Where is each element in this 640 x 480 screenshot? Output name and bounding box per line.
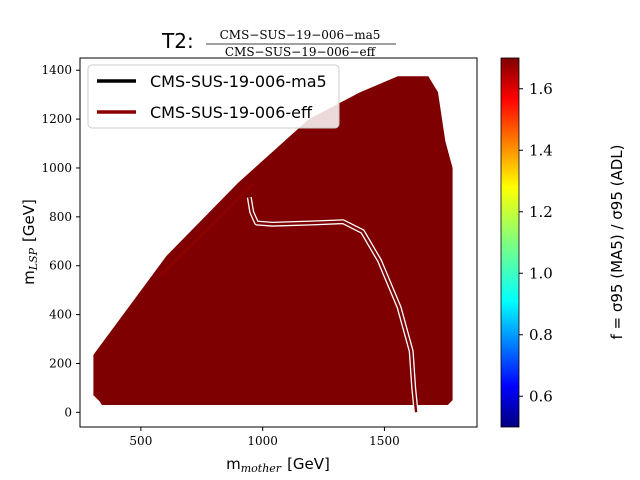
- colorbar-label: f = σ95 (MA5) / σ95 (ADL): [608, 144, 626, 339]
- colorbar-tick-label: 1.6: [529, 80, 553, 98]
- colorbar-tick-label: 1.0: [529, 264, 553, 282]
- title-denominator: CMS−SUS−19−006−eff: [225, 45, 377, 59]
- y-axis-ticks: 0 200 400 600 800 1000 1200 1400: [41, 63, 80, 419]
- x-tick-label: 500: [129, 434, 152, 448]
- y-tick-label: 400: [49, 308, 72, 322]
- colorbar-tick-label: 0.6: [529, 387, 553, 405]
- colorbar-ticks: 0.6 0.8 1.0 1.2 1.4 1.6: [519, 80, 553, 405]
- legend: CMS-SUS-19-006-ma5 CMS-SUS-19-006-eff: [87, 64, 340, 129]
- y-tick-label: 800: [49, 210, 72, 224]
- y-tick-label: 0: [64, 405, 72, 419]
- legend-label-ma5: CMS-SUS-19-006-ma5: [150, 72, 327, 91]
- colorbar-tick-label: 0.8: [529, 326, 553, 344]
- colorbar: [500, 57, 520, 428]
- heatmap-region: [93, 76, 453, 406]
- colorbar-tick-label: 1.4: [529, 141, 553, 159]
- x-axis-label: mmother [GeV]: [226, 455, 330, 475]
- plot-border: [79, 57, 478, 428]
- title-numerator: CMS−SUS−19−006−ma5: [220, 28, 381, 42]
- legend-box: [87, 64, 340, 129]
- title-prefix: T2:: [161, 29, 194, 53]
- eff-exclusion-line: [159, 182, 255, 277]
- heatmap-fill: [93, 76, 453, 406]
- chart-title: T2: CMS−SUS−19−006−ma5 CMS−SUS−19−006−ef…: [161, 28, 396, 59]
- legend-label-eff: CMS-SUS-19-006-eff: [150, 103, 313, 122]
- ratio-contour-inner: [248, 197, 418, 413]
- y-tick-label: 200: [49, 356, 72, 370]
- y-tick-label: 1200: [41, 112, 72, 126]
- y-axis-label: mLSP[GeV]: [20, 199, 40, 285]
- x-tick-label: 1500: [369, 434, 400, 448]
- y-tick-label: 1000: [41, 161, 72, 175]
- x-tick-label: 1000: [247, 434, 278, 448]
- y-tick-label: 600: [49, 259, 72, 273]
- y-tick-label: 1400: [41, 63, 72, 77]
- contour-layer: [159, 182, 419, 413]
- x-axis-ticks: 500 1000 1500: [129, 427, 400, 448]
- colorbar-tick-label: 1.2: [529, 203, 553, 221]
